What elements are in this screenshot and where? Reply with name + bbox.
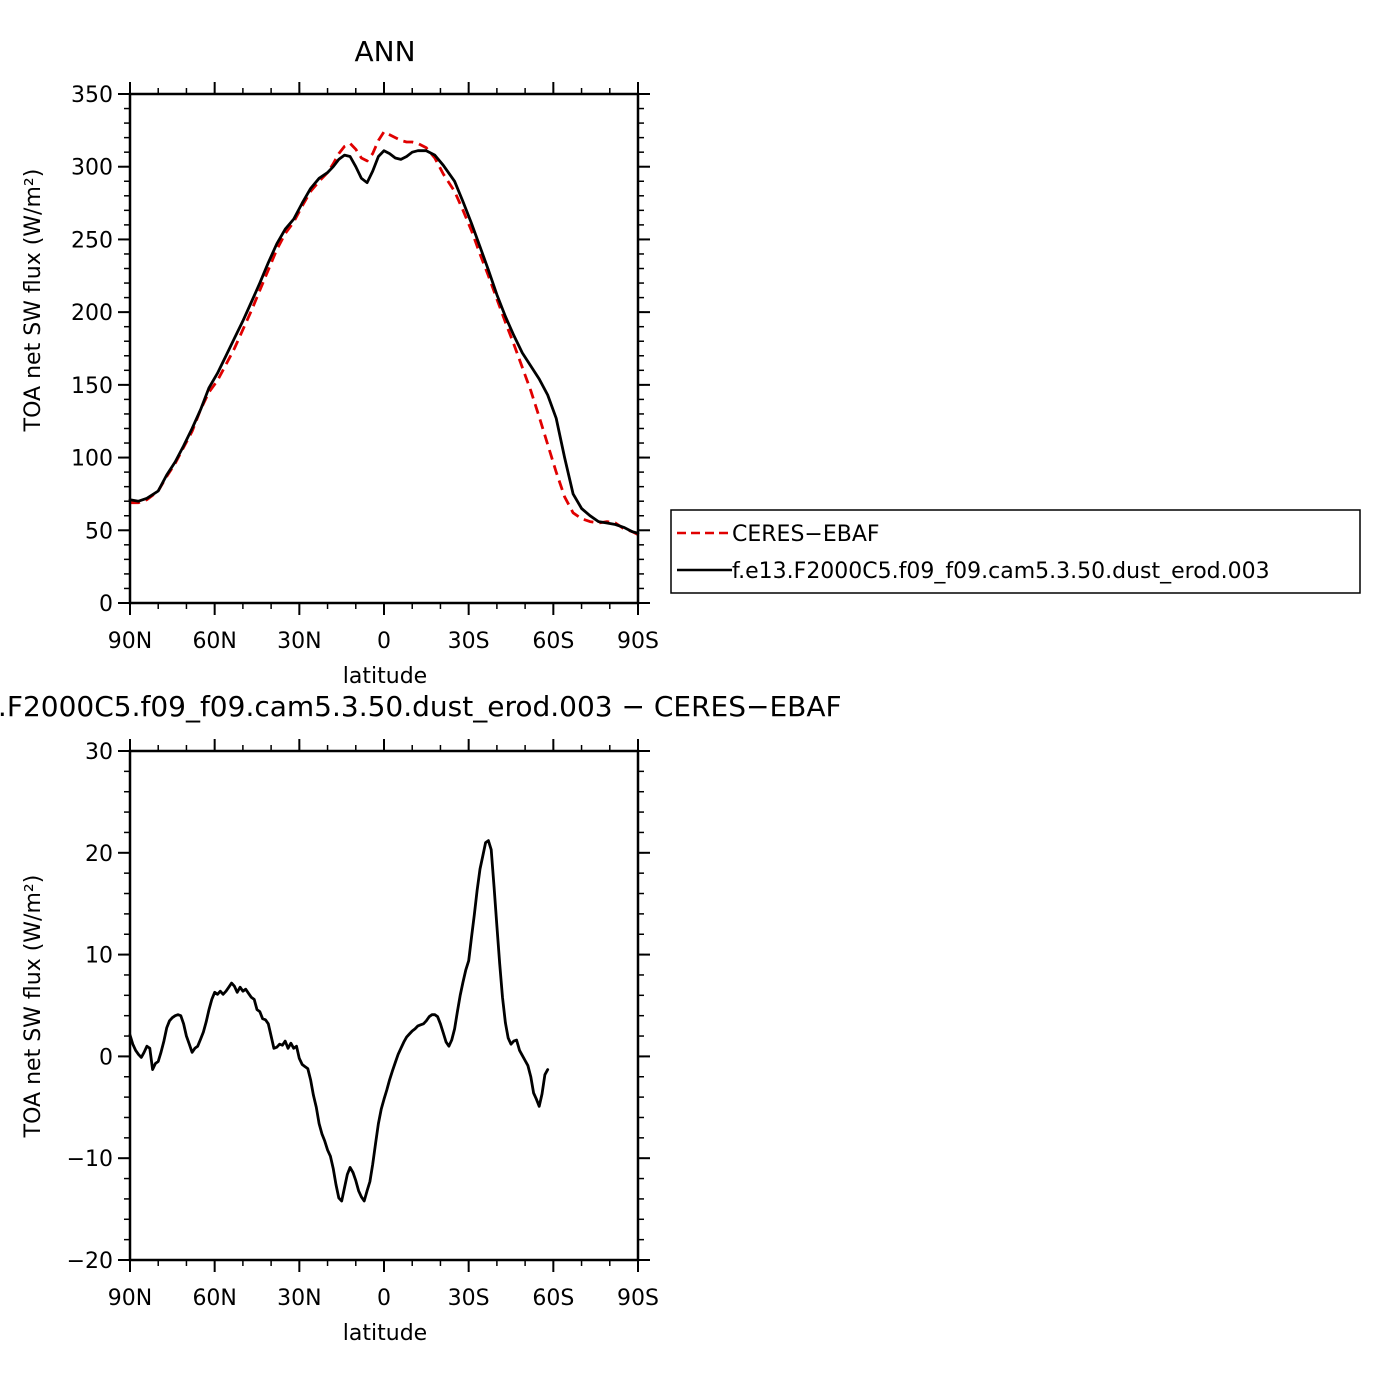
bottom-chart-ytick-label: 10 [85, 944, 113, 969]
top-chart-title: ANN [354, 35, 415, 68]
top-chart-xtick-label: 90N [108, 629, 152, 654]
bottom-chart-series-line-0 [128, 839, 550, 1203]
bottom-chart-ylabel: TOA net SW flux (W/m²) [21, 875, 46, 1139]
bottom-chart-ytick-label: 30 [85, 740, 113, 765]
top-chart-xtick-label: 0 [377, 629, 391, 654]
top-chart-ytick-label: 100 [71, 447, 113, 472]
bottom-chart-xtick-label: 90N [108, 1286, 152, 1311]
top-chart-ytick-label: 350 [71, 83, 113, 108]
bottom-chart-ytick-labels: −20 −10 0 10 20 30 [67, 740, 113, 1274]
legend-label-model: f.e13.F2000C5.f09_f09.cam5.3.50.dust_ero… [732, 559, 1270, 584]
top-chart-xtick-label: 30S [448, 629, 490, 654]
top-chart-xtick-labels: 90N 60N 30N 0 30S 60S 90S [108, 629, 659, 654]
top-chart-xlabel: latitude [343, 664, 427, 689]
top-chart-ytick-labels: 0 50 100 150 200 250 300 350 [71, 83, 113, 617]
top-chart-series-line-0 [130, 130, 639, 536]
bottom-chart-panel: f.e13.F2000C5.f09_f09.cam5.3.50.dust_ero… [0, 690, 842, 1346]
bottom-chart-title: f.e13.F2000C5.f09_f09.cam5.3.50.dust_ero… [0, 690, 842, 723]
top-chart-series-line-1 [128, 149, 640, 535]
top-chart-panel: ANN latitude TOA net SW flux (W/m²) 0 50 1… [21, 35, 659, 689]
bottom-chart-series [128, 839, 550, 1203]
bottom-chart-xtick-label: 0 [377, 1286, 391, 1311]
bottom-chart-ticks [118, 739, 650, 1272]
legend: CERES−EBAF f.e13.F2000C5.f09_f09.cam5.3.… [670, 509, 1361, 594]
top-chart-xtick-label: 60N [192, 629, 236, 654]
top-chart-xtick-label: 60S [532, 629, 574, 654]
bottom-chart-xtick-labels: 90N 60N 30N 0 30S 60S 90S [108, 1286, 659, 1311]
bottom-chart-xtick-label: 90S [617, 1286, 659, 1311]
top-chart-ticks [118, 82, 650, 615]
bottom-chart-ytick-label: 20 [85, 842, 113, 867]
bottom-chart-xtick-label: 60S [532, 1286, 574, 1311]
top-chart-ytick-label: 200 [71, 301, 113, 326]
bottom-chart-xtick-label: 30N [277, 1286, 321, 1311]
top-chart-ytick-label: 0 [99, 592, 113, 617]
bottom-chart-ytick-label: 0 [99, 1045, 113, 1070]
top-chart-frame [128, 92, 640, 605]
top-chart-xtick-label: 90S [617, 629, 659, 654]
bottom-chart-ytick-label: −10 [67, 1147, 113, 1172]
top-chart-ytick-label: 250 [71, 228, 113, 253]
top-chart-ytick-label: 50 [85, 519, 113, 544]
top-chart-ytick-label: 150 [71, 374, 113, 399]
top-chart-xtick-label: 30N [277, 629, 321, 654]
bottom-chart-ytick-label: −20 [67, 1249, 113, 1274]
bottom-chart-frame [128, 749, 640, 1262]
legend-label-ceres: CERES−EBAF [732, 522, 880, 547]
top-chart-ylabel: TOA net SW flux (W/m²) [21, 169, 46, 433]
bottom-chart-xtick-label: 30S [448, 1286, 490, 1311]
top-chart-series [128, 130, 640, 536]
top-chart-ytick-label: 300 [71, 156, 113, 181]
bottom-chart-xlabel: latitude [343, 1321, 427, 1346]
bottom-chart-xtick-label: 60N [192, 1286, 236, 1311]
legend-box [670, 509, 1361, 594]
